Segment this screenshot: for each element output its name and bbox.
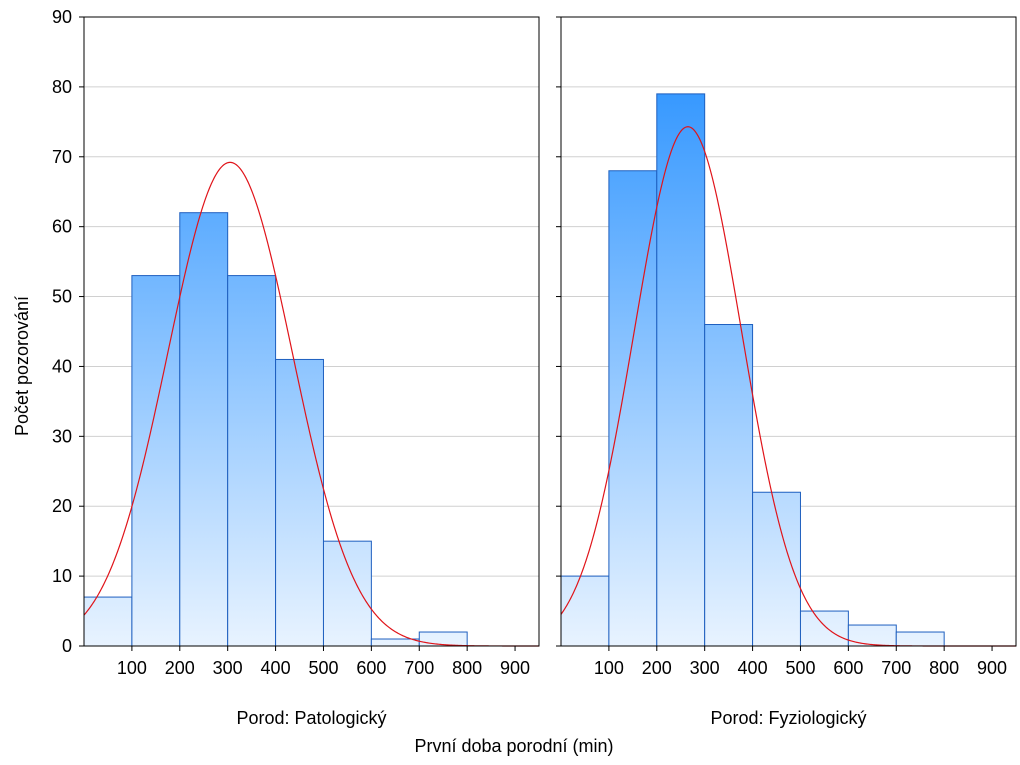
panel-1: 100 200 300 400 500 600 700 800 900 0 10 20 30 40 50 60…	[52, 7, 540, 728]
x-tick-label: 900	[977, 658, 1007, 678]
x-tick-label: 100	[594, 658, 624, 678]
histogram-bar	[847, 624, 897, 647]
y-tick-label: 30	[52, 426, 72, 446]
y-tick-label: 90	[52, 7, 72, 27]
histogram-bar	[275, 358, 324, 647]
x-tick-label: 800	[452, 658, 482, 678]
plot-frame	[560, 16, 1017, 647]
x-tick-label: 500	[785, 658, 815, 678]
histogram-bar	[418, 631, 468, 647]
y-tick-label: 70	[52, 147, 72, 167]
x-tick-label: 200	[642, 658, 672, 678]
y-tick-label: 20	[52, 496, 72, 516]
panel-subtitle: Porod: Fyziologický	[710, 708, 866, 728]
histogram-bar	[704, 324, 754, 647]
x-tick-label: 100	[117, 658, 147, 678]
x-tick-label: 300	[690, 658, 720, 678]
y-tick-label: 0	[62, 636, 72, 656]
x-tick-label: 500	[308, 658, 338, 678]
x-axis-label: První doba porodní (min)	[414, 736, 613, 756]
x-tick-label: 400	[261, 658, 291, 678]
x-tick-label: 200	[165, 658, 195, 678]
x-tick-label: 600	[356, 658, 386, 678]
x-tick-label: 600	[833, 658, 863, 678]
histogram-bar	[227, 275, 277, 647]
histogram-bar	[131, 275, 181, 647]
panel-2: 100 200 300 400 500 600 700 800 900 Porod: Fyziol…	[556, 16, 1017, 728]
x-tick-label: 400	[738, 658, 768, 678]
plot-frame	[83, 16, 540, 647]
histogram-bar	[370, 638, 420, 647]
histogram-bar	[322, 540, 372, 647]
x-tick-label: 800	[929, 658, 959, 678]
histogram-bar	[799, 610, 849, 647]
x-tick-label: 700	[881, 658, 911, 678]
y-axis-label: Počet pozorování	[12, 296, 32, 436]
histogram-bar	[895, 631, 945, 647]
x-tick-label: 900	[500, 658, 530, 678]
y-tick-label: 40	[52, 356, 72, 376]
panel-subtitle: Porod: Patologický	[236, 708, 386, 728]
y-tick-label: 10	[52, 566, 72, 586]
histogram-bar	[560, 575, 610, 647]
x-tick-label: 300	[213, 658, 243, 678]
histogram-bar	[179, 212, 229, 647]
histogram-bar	[83, 596, 133, 647]
y-tick-label: 80	[52, 77, 72, 97]
y-tick-label: 60	[52, 217, 72, 237]
x-tick-label: 700	[404, 658, 434, 678]
y-tick-label: 50	[52, 287, 72, 307]
